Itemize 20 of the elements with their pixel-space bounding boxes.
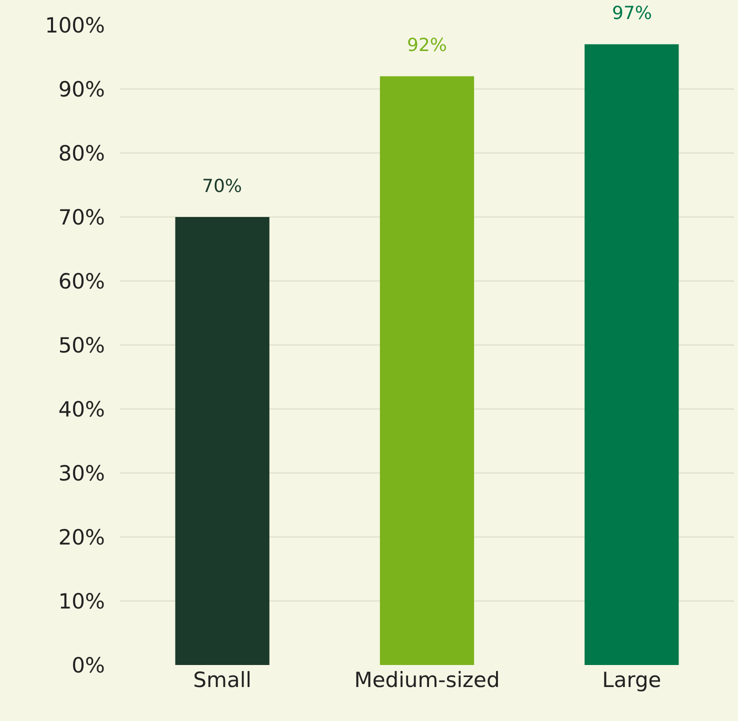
bar [380, 76, 474, 665]
x-tick-label: Small [193, 668, 252, 692]
y-tick-label: 90% [58, 77, 105, 102]
x-tick-label: Large [602, 668, 662, 692]
y-tick-label: 60% [58, 269, 105, 294]
y-tick-label: 80% [58, 141, 105, 166]
y-tick-label: 70% [58, 205, 105, 230]
y-tick-label: 20% [58, 525, 105, 550]
bar [584, 44, 679, 665]
data-label: 70% [202, 176, 242, 197]
y-tick-label: 50% [58, 333, 105, 358]
data-label: 92% [407, 35, 448, 56]
y-tick-label: 40% [58, 397, 105, 422]
y-tick-label: 10% [58, 589, 105, 614]
bar [175, 217, 270, 665]
y-tick-label: 100% [44, 13, 105, 38]
data-label: 97% [612, 3, 652, 24]
x-tick-label: Medium-sized [354, 668, 500, 692]
y-tick-label: 0% [72, 653, 105, 678]
y-tick-label: 30% [58, 461, 105, 486]
